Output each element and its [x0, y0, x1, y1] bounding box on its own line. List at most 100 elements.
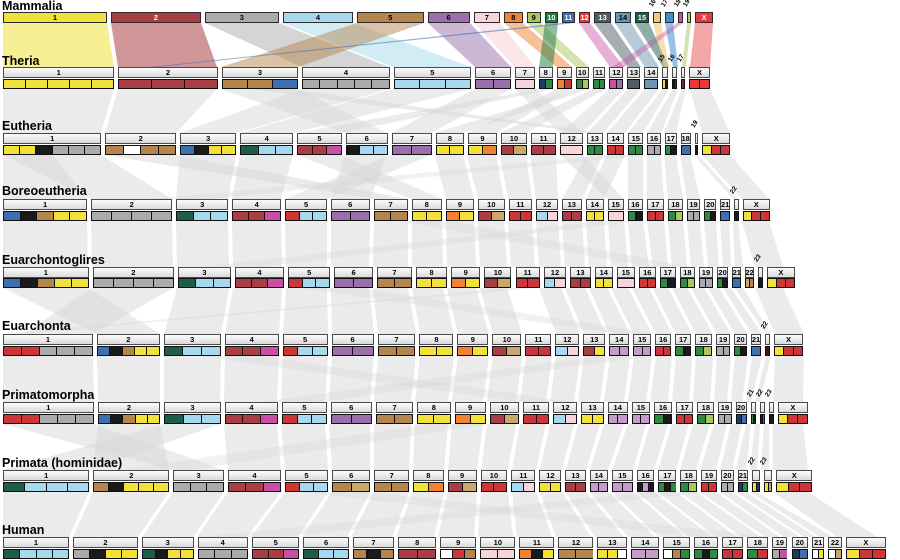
- synteny-segment: [319, 550, 335, 558]
- chromosome-box: [687, 12, 692, 23]
- synteny-ribbon: [164, 288, 229, 334]
- synteny-ribbon: [632, 288, 672, 334]
- chromosome-header: 20: [721, 470, 734, 481]
- chromosome-number: 13: [590, 133, 599, 143]
- chromosome-header: 5: [393, 67, 472, 78]
- synteny-segment: [642, 347, 651, 355]
- chromosome-segments: [653, 414, 673, 424]
- chromosome-segments: [644, 79, 659, 89]
- synteny-segment: [354, 279, 372, 287]
- chromosome-header: 8: [416, 267, 448, 278]
- chromosome-number: 7: [371, 537, 376, 547]
- synteny-segment: [531, 146, 545, 154]
- chromosome-segments: [695, 346, 713, 356]
- synteny-ribbon: [373, 288, 416, 334]
- chromosome-header: 15: [663, 537, 691, 548]
- chromosome-header: 12: [539, 470, 562, 481]
- synteny-segment: [687, 279, 695, 287]
- synteny-segment: [767, 279, 777, 287]
- chromosome-segments: [282, 346, 328, 356]
- synteny-segment: [355, 80, 373, 88]
- synteny-ribbon: [3, 221, 88, 267]
- chromosome-segments: [3, 278, 89, 288]
- synteny-ribbon: [224, 424, 281, 470]
- chromosome-number: 8: [426, 470, 431, 480]
- chromosome-segments: [228, 482, 281, 492]
- chromosome-number: 5: [303, 199, 309, 209]
- synteny-ribbon: [331, 288, 374, 334]
- synteny-segment: [222, 80, 248, 88]
- chromosome-number: 5: [304, 470, 309, 480]
- chromosome-segments: [519, 549, 555, 559]
- chromosome-number: 16: [641, 470, 650, 480]
- chromosome-number: 19: [701, 267, 711, 277]
- synteny-segment: [567, 347, 579, 355]
- synteny-ribbon: [578, 356, 606, 402]
- chromosome-number: 10: [493, 537, 502, 547]
- chromosome-header: 12: [609, 67, 624, 78]
- chromosome-segments: [141, 549, 194, 559]
- chromosome-header: 4: [240, 133, 294, 144]
- chromosome-segments: [681, 79, 686, 89]
- chromosome-number: 15: [636, 402, 646, 412]
- synteny-segment: [479, 212, 492, 220]
- synteny-segment: [648, 146, 655, 154]
- chromosome-header: 4: [197, 537, 249, 548]
- synteny-segment: [706, 415, 714, 423]
- chromosome-segments: [570, 278, 591, 288]
- synteny-segment: [775, 347, 785, 355]
- chromosome-segments: [735, 414, 747, 424]
- synteny-segment: [331, 212, 351, 220]
- chromosome-segments: [660, 278, 676, 288]
- synteny-ribbon: [221, 23, 424, 67]
- synteny-ribbon: [594, 23, 641, 67]
- chromosome-number: 8: [415, 537, 420, 547]
- chromosome-number: 17: [666, 133, 675, 143]
- synteny-segment: [738, 483, 744, 491]
- chromosome-number: 3: [190, 402, 195, 412]
- synteny-segment: [565, 415, 577, 423]
- chromosome-segments: [334, 278, 373, 288]
- synteny-segment: [337, 80, 356, 88]
- synteny-segment: [595, 279, 605, 287]
- chromosome-number: 10: [500, 402, 509, 412]
- synteny-segment: [312, 347, 327, 355]
- chromosome-number: 15: [611, 199, 620, 209]
- chromosome-header: [768, 402, 774, 413]
- chromosome-header: 15: [633, 334, 652, 345]
- chromosome-number: 14: [613, 402, 622, 412]
- chromosome-number: 6: [490, 67, 496, 77]
- synteny-ribbon: [637, 424, 668, 470]
- synteny-segment: [482, 146, 497, 154]
- chromosome-header: 19: [718, 402, 732, 413]
- chromosome-number: 13: [576, 267, 585, 277]
- synteny-ribbon: [615, 23, 659, 67]
- chromosome-number: 1: [33, 537, 39, 547]
- chromosome-number: 20: [718, 267, 727, 277]
- synteny-segment: [164, 347, 184, 355]
- synteny-ribbon: [164, 356, 221, 402]
- chromosome-number: X: [786, 334, 792, 344]
- chromosome-header: [757, 267, 763, 278]
- synteny-segment: [512, 483, 524, 491]
- chromosome-segments: [417, 414, 451, 424]
- synteny-segment: [25, 483, 47, 491]
- synteny-ribbon: [150, 23, 575, 67]
- synteny-ribbon: [628, 221, 649, 267]
- synteny-ribbon: [668, 221, 687, 267]
- synteny-segment: [768, 483, 772, 491]
- chromosome-number: 3: [200, 199, 205, 209]
- synteny-segment: [194, 146, 209, 154]
- synteny-segment: [690, 80, 701, 88]
- synteny-ribbon: [590, 492, 655, 537]
- chromosome-number: 16: [649, 133, 659, 143]
- chromosome-header: 13: [570, 267, 591, 278]
- synteny-segment: [52, 146, 69, 154]
- synteny-ribbon: [687, 221, 704, 267]
- chromosome-header: 20: [735, 402, 747, 413]
- chromosome-header: 8: [538, 67, 553, 78]
- synteny-ribbon: [607, 89, 659, 133]
- chromosome-number: 16: [658, 402, 668, 412]
- chromosome-header: 1: [3, 402, 94, 413]
- synteny-ribbon: [680, 155, 700, 199]
